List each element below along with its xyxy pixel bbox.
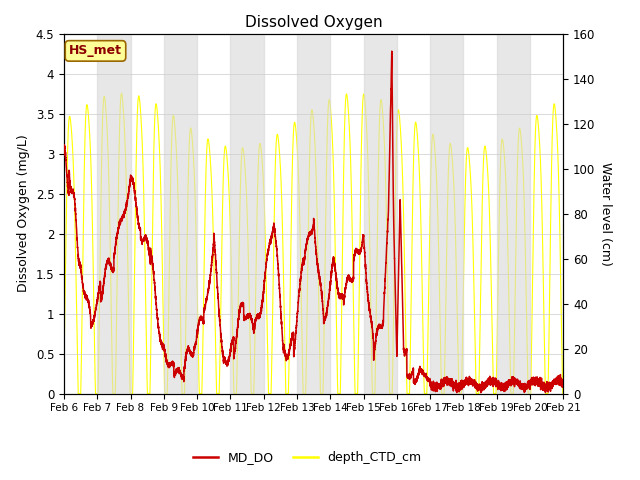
Bar: [230, 34, 264, 394]
Y-axis label: Dissolved Oxygen (mg/L): Dissolved Oxygen (mg/L): [17, 135, 30, 292]
Title: Dissolved Oxygen: Dissolved Oxygen: [244, 15, 383, 30]
Bar: [164, 34, 197, 394]
Bar: [430, 34, 463, 394]
Y-axis label: Water level (cm): Water level (cm): [599, 162, 612, 265]
Bar: [297, 34, 330, 394]
Bar: [97, 34, 131, 394]
Text: HS_met: HS_met: [69, 44, 122, 58]
Bar: [364, 34, 397, 394]
Bar: [497, 34, 530, 394]
Legend: MD_DO, depth_CTD_cm: MD_DO, depth_CTD_cm: [188, 446, 427, 469]
